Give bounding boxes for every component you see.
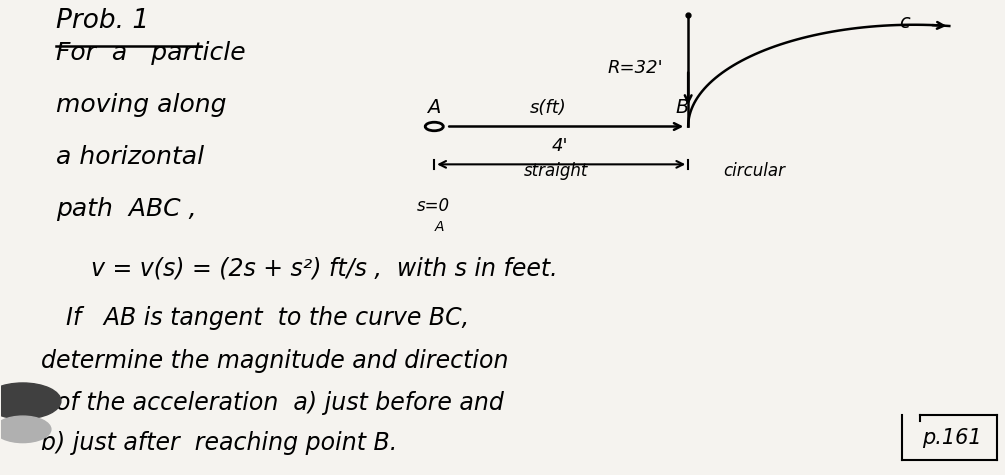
Circle shape [0,416,51,443]
Text: moving along: moving along [56,93,226,117]
Text: circular: circular [724,162,785,180]
Text: For  a   particle: For a particle [56,41,245,65]
Text: A: A [434,220,444,234]
Text: path  ABC ,: path ABC , [56,197,197,221]
Text: If   AB is tangent  to the curve BC,: If AB is tangent to the curve BC, [66,306,469,330]
Text: s=0: s=0 [417,197,450,215]
Text: B: B [675,98,688,117]
Text: R=32': R=32' [608,59,663,77]
Text: determine the magnitude and direction: determine the magnitude and direction [41,349,509,372]
Text: straight: straight [524,162,588,180]
Text: 4': 4' [552,137,568,155]
Text: c: c [898,13,910,32]
Text: A: A [427,98,440,117]
Text: p.161: p.161 [923,428,982,448]
Text: s(ft): s(ft) [530,99,567,117]
Text: of the acceleration  a) just before and: of the acceleration a) just before and [56,391,504,415]
Text: v = v(s) = (2s + s²) ft/s ,  with s in feet.: v = v(s) = (2s + s²) ft/s , with s in fe… [91,256,558,280]
Text: Prob. 1: Prob. 1 [56,8,149,34]
Circle shape [0,383,61,419]
Text: b) just after  reaching point B.: b) just after reaching point B. [41,431,397,456]
Text: a horizontal: a horizontal [56,145,204,169]
